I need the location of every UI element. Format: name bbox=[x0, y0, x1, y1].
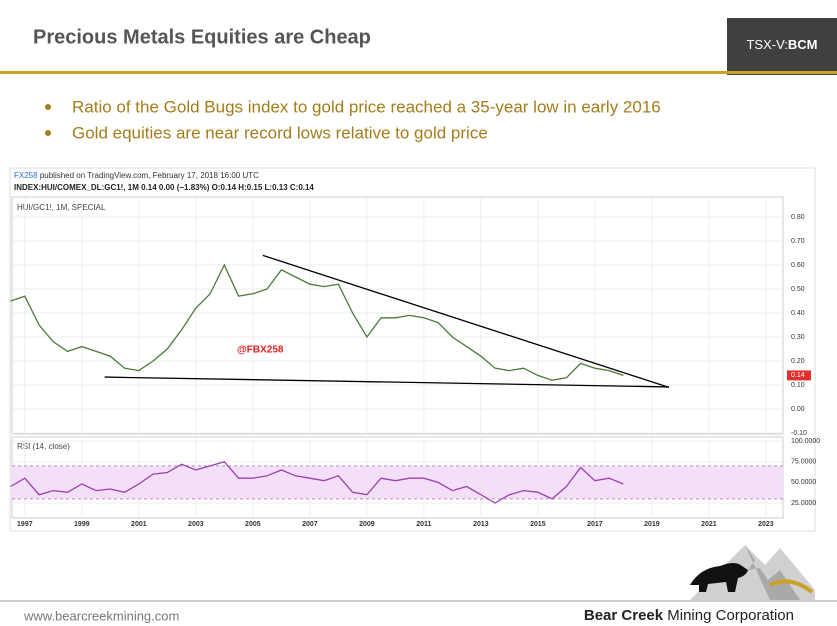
y-tick-label: 100.0000 bbox=[791, 438, 820, 445]
last-value-label: 0.14 bbox=[791, 372, 805, 379]
y-tick-label: 0.70 bbox=[791, 238, 805, 245]
x-tick-label: 2021 bbox=[701, 521, 717, 528]
y-tick-label: 0.60 bbox=[791, 262, 805, 269]
ticker-symbol: BCM bbox=[788, 37, 818, 52]
price-panel bbox=[11, 196, 784, 435]
x-tick-label: 2009 bbox=[359, 521, 375, 528]
x-tick-label: 2015 bbox=[530, 521, 546, 528]
slide-title: Precious Metals Equities are Cheap bbox=[33, 26, 371, 48]
trendline bbox=[104, 376, 670, 388]
bullet: Ratio of the Gold Bugs index to gold pri… bbox=[72, 97, 661, 116]
last-value-box bbox=[787, 370, 811, 381]
company-bold: Bear Creek bbox=[584, 607, 664, 624]
website: www.bearcreekmining.com bbox=[23, 608, 179, 623]
y-tick-label: 0.80 bbox=[791, 214, 805, 221]
published-line: FX258 published on TradingView.com, Febr… bbox=[14, 171, 259, 180]
x-tick-label: 2007 bbox=[302, 521, 318, 528]
gold-rule bbox=[0, 71, 837, 74]
watermark: @FBX258 bbox=[237, 345, 284, 356]
river bbox=[769, 579, 814, 594]
x-tick-label: 2019 bbox=[644, 521, 660, 528]
x-tick-label: 1999 bbox=[74, 521, 90, 528]
company-rest: Mining Corporation bbox=[663, 607, 794, 624]
symbol-info: INDEX:HUI/COMEX_DL:GC1!, 1M 0.14 0.00 (−… bbox=[14, 183, 314, 192]
y-tick-label: 50.0000 bbox=[791, 479, 816, 486]
data-line bbox=[10, 460, 624, 504]
y-tick-label: 0.50 bbox=[791, 286, 805, 293]
y-tick-label: 0.10 bbox=[791, 382, 805, 389]
plot: 0.80 0.70 0.60 0.50 0.40 0.30 0.20 0.10 0.00 -0.1… bbox=[10, 197, 820, 528]
x-tick-label: 2013 bbox=[473, 521, 489, 528]
panel-title: HUI/GC1!, 1M, SPECIAL bbox=[17, 203, 106, 212]
ticker-prefix: TSX-V: bbox=[746, 37, 787, 52]
mountain-shade bbox=[745, 545, 800, 600]
panel-title: RSI (14, close) bbox=[17, 442, 70, 451]
trendline bbox=[262, 254, 670, 389]
y-tick-label: 0.00 bbox=[791, 406, 805, 413]
publisher: FX258 bbox=[14, 171, 38, 180]
y-tick-label: 0.30 bbox=[791, 334, 805, 341]
x-tick-label: 2001 bbox=[131, 521, 147, 528]
bullet: Gold equities are near record lows relat… bbox=[72, 123, 488, 142]
y-tick-label: -0.10 bbox=[791, 430, 807, 437]
bear bbox=[690, 563, 748, 592]
published: published on TradingView.com, February 1… bbox=[40, 171, 259, 180]
x-tick-label: 2005 bbox=[245, 521, 261, 528]
y-tick-label: 25.0000 bbox=[791, 500, 816, 507]
x-tick-label: 2017 bbox=[587, 521, 603, 528]
x-tick-label: 2003 bbox=[188, 521, 204, 528]
y-tick-label: 75.0000 bbox=[791, 459, 816, 466]
rsi-band bbox=[12, 465, 783, 499]
x-tick-label: 2023 bbox=[758, 521, 774, 528]
x-tick-label: 1997 bbox=[17, 521, 33, 528]
ticker-box bbox=[727, 18, 837, 75]
y-tick-label: 0.40 bbox=[791, 310, 805, 317]
company: Bear Creek Mining Corporation bbox=[584, 607, 794, 624]
y-tick-label: 0.20 bbox=[791, 358, 805, 365]
logo bbox=[690, 545, 815, 600]
bullet-dot bbox=[45, 130, 51, 136]
ticker: TSX-V:BCM bbox=[746, 37, 817, 52]
bullet-dot bbox=[45, 104, 51, 110]
data-line bbox=[10, 263, 624, 381]
x-tick-label: 2011 bbox=[416, 521, 431, 528]
